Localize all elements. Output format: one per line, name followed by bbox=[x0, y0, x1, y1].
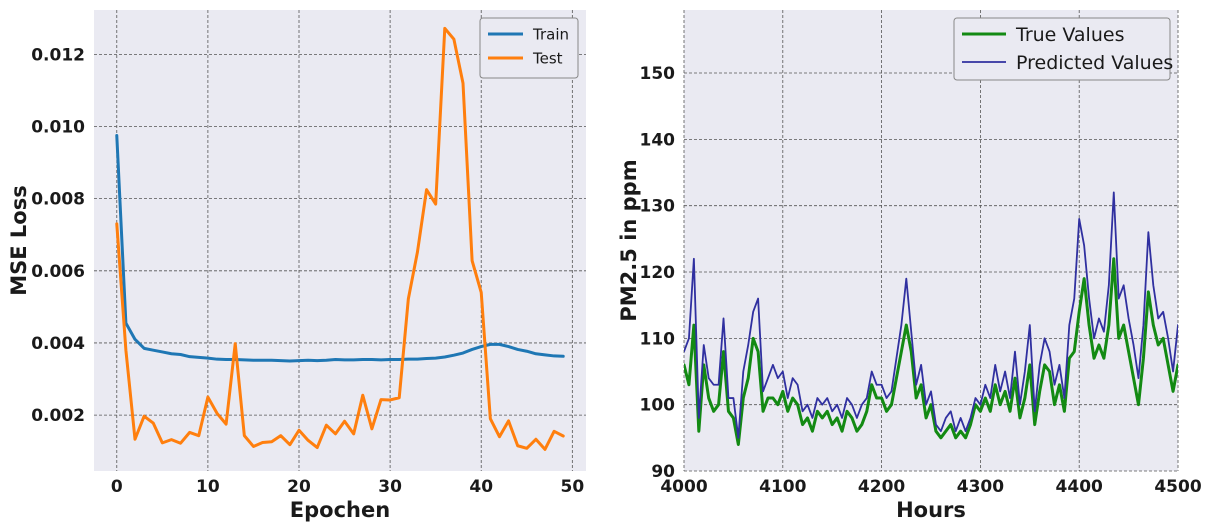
x-tick-label: 4000 bbox=[660, 477, 707, 497]
chart-2: 4000 4100 4200 4300 4400 4500 90 100 110 120 130 14… bbox=[617, 10, 1202, 522]
legend-label: Test bbox=[532, 49, 563, 67]
x-tick-label: 30 bbox=[378, 477, 402, 497]
y-tick-label: 120 bbox=[640, 263, 676, 283]
y-tick-label: 0.006 bbox=[31, 262, 85, 282]
y-tick-label: 110 bbox=[640, 329, 676, 349]
y-tick-label: 150 bbox=[640, 64, 676, 84]
x-axis-label: Epochen bbox=[290, 498, 390, 522]
legend-box bbox=[953, 17, 1171, 81]
x-tick-label: 20 bbox=[287, 477, 311, 497]
legend-label: Train bbox=[532, 25, 569, 43]
x-tick-label: 4400 bbox=[1056, 477, 1103, 497]
series-lines bbox=[115, 26, 565, 451]
legend-label: True Values bbox=[1015, 24, 1124, 46]
x-tick-label: 50 bbox=[560, 477, 584, 497]
chart-1: 0 10 20 30 40 50 0.002 0.004 0.006 0.008 0.010 0.01… bbox=[7, 10, 586, 522]
y-tick-label: 90 bbox=[651, 462, 675, 482]
x-axis-label: Hours bbox=[896, 498, 966, 522]
series-line-predicted-values bbox=[684, 191, 1178, 439]
x-tick-label: 40 bbox=[469, 477, 493, 497]
y-axis-label: PM2.5 in ppm bbox=[617, 159, 641, 321]
legend: Train Test bbox=[479, 17, 579, 79]
legend-label: Predicted Values bbox=[1016, 52, 1173, 74]
x-tick-label: 4500 bbox=[1154, 477, 1201, 497]
y-tick-label: 0.012 bbox=[31, 45, 85, 65]
series-line-true-values bbox=[684, 257, 1178, 446]
y-tick-label: 0.002 bbox=[31, 406, 85, 426]
y-axis-label: MSE Loss bbox=[7, 185, 31, 296]
x-tick-label: 4200 bbox=[858, 477, 905, 497]
x-tick-label: 0 bbox=[111, 477, 123, 497]
y-tick-label: 0.008 bbox=[31, 190, 85, 210]
y-tick-label: 130 bbox=[640, 197, 676, 217]
legend: True Values Predicted Values bbox=[953, 17, 1173, 81]
y-tick-label: 0.010 bbox=[31, 118, 85, 138]
series-line-train bbox=[115, 134, 565, 363]
plot-background bbox=[94, 10, 586, 471]
x-tick-label: 4300 bbox=[957, 477, 1004, 497]
y-tick-label: 100 bbox=[640, 396, 676, 416]
x-tick-label: 4100 bbox=[759, 477, 806, 497]
y-tick-label: 0.004 bbox=[31, 334, 85, 354]
x-tick-label: 10 bbox=[196, 477, 220, 497]
series-lines bbox=[684, 191, 1178, 446]
series-line-test bbox=[115, 26, 565, 451]
y-tick-label: 140 bbox=[640, 130, 676, 150]
